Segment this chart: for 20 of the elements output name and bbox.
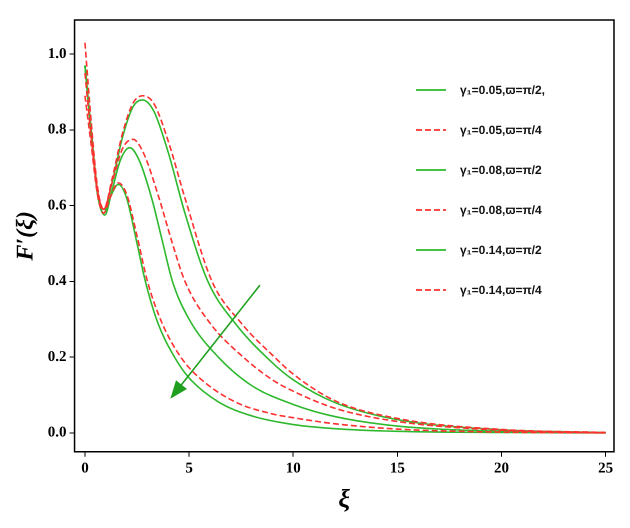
y-tick-label: 0.8 (48, 122, 67, 138)
x-tick-label: 10 (286, 460, 301, 477)
legend-label: γ₁=0.08,ϖ=π/2 (460, 163, 542, 177)
legend-label: γ₁=0.05,ϖ=π/4 (460, 123, 542, 137)
y-tick-label: 0.4 (48, 273, 68, 290)
x-tick-label: 5 (185, 460, 193, 477)
y-tick-label: 1.0 (48, 46, 67, 62)
y-axis-title: F′(ξ) (12, 211, 39, 262)
x-tick-label: 20 (494, 460, 510, 477)
legend-label: γ₁=0.08,ϖ=π/4 (460, 203, 542, 217)
x-tick-label: 15 (390, 460, 405, 477)
legend-label: γ₁=0.05,ϖ=π/2, (460, 83, 546, 97)
x-axis-title: ξ (338, 484, 350, 514)
y-tick-label: 0.6 (48, 197, 68, 214)
y-tick-label: 0.0 (48, 424, 67, 441)
y-tick-label: 0.2 (48, 348, 67, 365)
legend-label: γ₁=0.14,ϖ=π/2 (460, 243, 542, 257)
x-tick-label: 0 (81, 460, 89, 477)
legend-label: γ₁=0.14,ϖ=π/4 (460, 283, 542, 297)
x-tick-label: 25 (598, 460, 614, 477)
